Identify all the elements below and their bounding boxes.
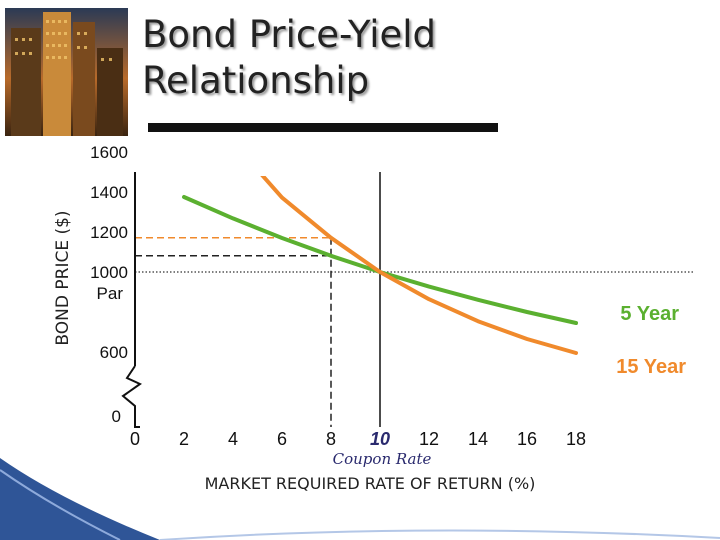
x-tick-label: 2 (179, 429, 189, 449)
decorative-sweep (0, 458, 160, 540)
y-tick-label: 1000 (90, 263, 128, 282)
decorative-sweep-highlight (0, 469, 121, 540)
par-label: Par (97, 284, 124, 303)
y-tick-label: 0 (112, 407, 121, 426)
coupon-rate-label: Coupon Rate (333, 450, 432, 468)
title-underline (148, 123, 498, 132)
y-tick-label: 1600 (90, 143, 128, 162)
y-tick-label: 1400 (90, 183, 128, 202)
x-tick-label: 8 (326, 429, 336, 449)
y-axis-title: BOND PRICE ($) (53, 210, 73, 345)
y-tick-label: 1200 (90, 223, 128, 242)
city-skyline-photo (5, 8, 128, 136)
x-tick-label: 18 (566, 429, 586, 449)
series-15-year-label: 15 Year (616, 356, 686, 378)
y-axis-break (121, 365, 142, 428)
slide-title: Bond Price-Yield Relationship (142, 12, 542, 104)
x-tick-label: 16 (517, 429, 537, 449)
x-tick-label: 14 (468, 429, 488, 449)
x-tick-label: 12 (419, 429, 439, 449)
y-tick-label: 600 (100, 343, 128, 362)
x-tick-label: 0 (130, 429, 140, 449)
title-line-2: Relationship (142, 59, 370, 102)
series-15-year-line (260, 176, 578, 355)
decorative-bottom-line (159, 529, 720, 540)
x-axis-title: MARKET REQUIRED RATE OF RETURN (%) (205, 474, 536, 493)
x-tick-label: 6 (277, 429, 287, 449)
x-tick-label-coupon: 10 (370, 429, 390, 449)
series-5-year-label: 5 Year (620, 303, 679, 325)
x-tick-label: 4 (228, 429, 238, 449)
title-line-1: Bond Price-Yield (142, 13, 437, 56)
